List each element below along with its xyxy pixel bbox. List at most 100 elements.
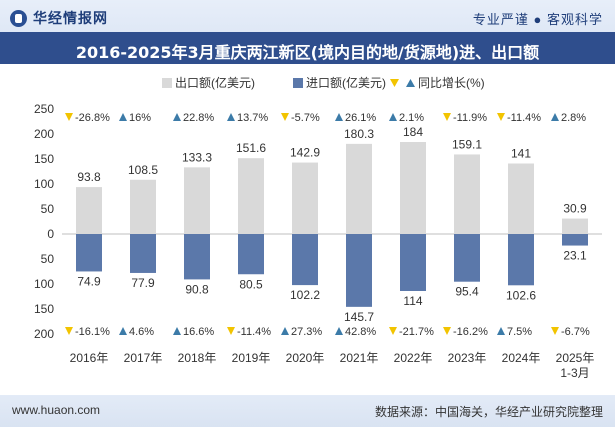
bar-import — [346, 234, 372, 307]
import-growth-label: -6.7% — [561, 326, 590, 338]
export-growth-up-icon — [335, 113, 343, 121]
x-tick-label: 2018年 — [178, 351, 217, 365]
data-label-import: 74.9 — [77, 274, 101, 288]
website-link[interactable]: www.huaon.com — [12, 403, 101, 417]
import-growth-label: 42.8% — [345, 326, 376, 338]
bar-import — [76, 234, 102, 272]
import-growth-up-icon — [119, 327, 127, 335]
legend-growth-up-icon — [406, 79, 415, 87]
y-tick-label: 200 — [34, 327, 54, 341]
y-tick-label: 0 — [47, 227, 54, 241]
import-growth-down-icon — [443, 327, 451, 335]
export-growth-down-icon — [497, 113, 505, 121]
import-growth-down-icon — [65, 327, 73, 335]
import-growth-up-icon — [281, 327, 289, 335]
data-label-import: 145.7 — [344, 310, 374, 324]
import-growth-label: -11.4% — [237, 326, 271, 338]
legend-label-import: 进口额(亿美元) — [306, 75, 386, 90]
slogan: 专业严谨 ● 客观科学 — [472, 12, 603, 27]
x-tick-label: 2020年 — [286, 351, 325, 365]
y-tick-label: 100 — [34, 277, 54, 291]
bar-import — [400, 234, 426, 291]
bar-export — [292, 162, 318, 234]
export-growth-label: 13.7% — [237, 112, 268, 124]
y-tick-label: 250 — [34, 102, 54, 116]
bar-export — [130, 179, 156, 234]
export-growth-down-icon — [443, 113, 451, 121]
legend-swatch-import — [293, 78, 303, 88]
bar-import — [238, 234, 264, 275]
export-growth-up-icon — [119, 113, 127, 121]
chart-title: 2016-2025年3月重庆两江新区(境内目的地/货源地)进、出口额 — [75, 43, 540, 62]
data-label-import: 23.1 — [563, 249, 587, 263]
legend-label-export: 出口额(亿美元) — [175, 75, 255, 90]
title-bar: 2016-2025年3月重庆两江新区(境内目的地/货源地)进、出口额 — [0, 32, 615, 64]
data-label-export: 133.3 — [182, 150, 212, 164]
legend-swatch-export — [162, 78, 172, 88]
export-growth-label: 26.1% — [345, 112, 376, 124]
legend-growth-down-icon — [390, 79, 399, 87]
export-growth-label: -26.8% — [75, 112, 110, 124]
import-growth-label: -16.2% — [453, 326, 488, 338]
export-growth-label: 16% — [129, 112, 151, 124]
y-tick-label: 200 — [34, 127, 54, 141]
data-label-export: 180.3 — [344, 127, 374, 141]
bar-export — [184, 167, 210, 234]
bar-export — [238, 158, 264, 234]
data-label-export: 184 — [403, 125, 423, 139]
header-bar: 华经情报网 专业严谨 ● 客观科学 — [0, 0, 615, 32]
data-label-import: 80.5 — [239, 277, 263, 291]
import-growth-up-icon — [497, 327, 505, 335]
bar-export — [76, 187, 102, 234]
bar-export — [454, 154, 480, 234]
import-growth-label: 4.6% — [129, 326, 154, 338]
import-growth-label: 7.5% — [507, 326, 532, 338]
import-growth-label: 27.3% — [291, 326, 322, 338]
x-tick-label: 1-3月 — [560, 366, 589, 380]
export-growth-up-icon — [389, 113, 397, 121]
import-growth-down-icon — [389, 327, 397, 335]
export-growth-label: 2.8% — [561, 112, 586, 124]
data-label-import: 102.6 — [506, 288, 536, 302]
x-tick-label: 2017年 — [124, 351, 163, 365]
y-tick-label: 100 — [34, 177, 54, 191]
bar-export — [400, 142, 426, 234]
bar-import — [562, 234, 588, 246]
import-growth-label: -21.7% — [399, 326, 434, 338]
export-growth-up-icon — [227, 113, 235, 121]
import-growth-label: 16.6% — [183, 326, 214, 338]
bar-import — [292, 234, 318, 286]
logo-icon — [10, 9, 27, 27]
y-tick-label: 150 — [34, 302, 54, 316]
legend-label-growth: 同比增长(%) — [418, 76, 485, 90]
x-tick-label: 2019年 — [232, 351, 271, 365]
data-label-import: 114 — [403, 294, 422, 308]
export-growth-down-icon — [281, 113, 289, 121]
data-label-export: 30.9 — [563, 202, 587, 216]
bar-import — [184, 234, 210, 280]
y-tick-label: 150 — [34, 152, 54, 166]
x-tick-label: 2022年 — [394, 351, 433, 365]
export-growth-down-icon — [65, 113, 73, 121]
x-tick-label: 2023年 — [448, 351, 487, 365]
data-label-import: 90.8 — [185, 282, 209, 296]
y-tick-label: 50 — [41, 202, 55, 216]
data-label-import: 102.2 — [290, 288, 320, 302]
y-tick-label: 50 — [41, 252, 55, 266]
import-growth-down-icon — [551, 327, 559, 335]
export-growth-label: 22.8% — [183, 112, 214, 124]
x-tick-label: 2024年 — [502, 351, 541, 365]
bar-export — [508, 163, 534, 234]
data-label-export: 159.1 — [452, 137, 482, 151]
footer-bar: www.huaon.com 数据来源：中国海关，华经产业研究院整理 — [0, 395, 615, 427]
brand-name: 华经情报网 — [33, 10, 108, 26]
data-label-export: 108.5 — [128, 163, 158, 177]
bar-import — [130, 234, 156, 273]
bar-import — [508, 234, 534, 286]
brand: 华经情报网 — [10, 8, 108, 28]
data-label-export: 141 — [511, 147, 531, 161]
import-growth-label: -16.1% — [75, 326, 110, 338]
bar-export — [346, 143, 372, 234]
export-growth-label: -11.9% — [453, 112, 487, 124]
bar-export — [562, 218, 588, 234]
